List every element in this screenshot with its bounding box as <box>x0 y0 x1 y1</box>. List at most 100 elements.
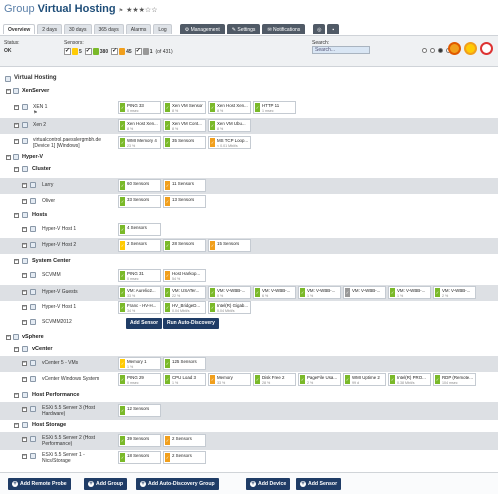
sensor-tile[interactable]: ✓ 28 Sensors <box>163 239 206 252</box>
device-name-xen1[interactable]: XEN 1 <box>33 104 48 110</box>
tab-settings[interactable]: ✎ Settings <box>226 24 261 34</box>
settings-icon[interactable]: ◎ <box>313 24 326 34</box>
sensor-tile[interactable]: ✓ VM: V-WBB-... <box>343 286 386 299</box>
sensor-tile[interactable]: ✓ 18 Sensors <box>118 451 161 464</box>
device-name-xen2[interactable]: Xen 2 <box>33 122 47 128</box>
sensor-tile[interactable]: ✓ WMI Memory 4 23 % <box>118 136 161 149</box>
search-input[interactable]: Search... <box>312 46 370 54</box>
collapse-icon[interactable]: − <box>22 319 27 325</box>
group-name-system-center[interactable]: System Center <box>32 258 71 264</box>
device-name-hvhost1[interactable]: Hyper-V Host 1 <box>42 226 77 232</box>
device-name-hvhost2[interactable]: Hyper-V Host 2 <box>42 242 77 248</box>
priority-stars[interactable]: ★★★☆☆ <box>126 7 158 14</box>
view-radio-3[interactable] <box>438 48 443 53</box>
sensor-tile[interactable]: ✓ 2 Sensors <box>118 239 161 252</box>
sensor-tile[interactable]: ✓ HTTP 11 1 msec <box>253 101 296 114</box>
group-name-hyperv[interactable]: Hyper-V <box>22 154 44 160</box>
collapse-icon[interactable]: − <box>22 376 27 382</box>
pin-icon[interactable]: ⚑ <box>118 8 124 14</box>
collapse-icon[interactable]: − <box>6 334 11 340</box>
sensor-tile[interactable]: ✓ 4 Sensors <box>118 223 161 236</box>
sensor-tile[interactable]: ✓ Intel(R) PRO... 0.38 Mbit/s <box>388 373 431 386</box>
collapse-icon[interactable]: − <box>14 258 19 264</box>
device-name-hvhost1b[interactable]: Hyper-V Host 1 <box>42 304 77 310</box>
group-name-xenserver[interactable]: XenServer <box>22 88 50 94</box>
device-name-virtualcontrol[interactable]: virtualcontrol.paesslergmbh.de <box>33 137 102 143</box>
add-sensor-button[interactable]: Add Sensor <box>126 318 163 329</box>
group-name-cluster[interactable]: Cluster <box>32 166 51 172</box>
device-name-vc5vms[interactable]: vCenter 5 - VMs <box>42 360 79 366</box>
sensor-tile[interactable]: ✓ Memory 33 % <box>208 373 251 386</box>
sensor-tile[interactable]: ✓ Xen VM Ubu... 8 % <box>208 119 251 132</box>
collapse-icon[interactable]: − <box>14 392 19 398</box>
view-radio-2[interactable] <box>430 48 435 53</box>
tab-2-days[interactable]: 2 days <box>37 24 62 34</box>
collapse-icon[interactable]: − <box>22 406 27 412</box>
sensor-tile[interactable]: ✓ 13 Sensors <box>163 195 206 208</box>
group-name-hosts[interactable]: Hosts <box>32 212 48 218</box>
sensor-tile[interactable]: ✓ 2 Sensors <box>163 451 206 464</box>
add-device-button[interactable]: + Add Device <box>246 478 291 490</box>
sensor-tile[interactable]: ✓ WMI Uptime 2 99 d <box>343 373 386 386</box>
collapse-icon[interactable]: − <box>14 122 19 128</box>
sensor-tile[interactable]: ✓ VM: V-WBB-... 2 % <box>433 286 476 299</box>
collapse-icon[interactable]: − <box>6 88 11 94</box>
tab-log[interactable]: Log <box>153 24 172 34</box>
sensor-tile[interactable]: ✓ 60 Sensors <box>118 179 161 192</box>
group-name-host-performance[interactable]: Host Performance <box>32 392 80 398</box>
device-name-larry[interactable]: Larry <box>42 182 54 188</box>
view-radio-1[interactable] <box>422 48 427 53</box>
tab-overview[interactable]: Overview <box>3 24 36 34</box>
sensor-tile[interactable]: ✓ PING 31 0 msec <box>118 269 161 282</box>
sensor-tile[interactable]: ✓ VM: V-WBB-... 6 % <box>253 286 296 299</box>
group-name-root[interactable]: Virtual Hosting <box>14 75 57 81</box>
group-name-vsphere[interactable]: vSphere <box>22 334 44 340</box>
collapse-icon[interactable]: − <box>14 104 19 110</box>
collapse-icon[interactable]: − <box>22 436 27 442</box>
sensor-tile[interactable]: ✓ Host Harkop... 54 % <box>163 269 206 282</box>
sensor-tile[interactable]: ✓ 2 Sensors <box>163 434 206 447</box>
delete-icon[interactable]: ▪ <box>327 24 340 34</box>
sensor-tile[interactable]: ✓ Xen Host Xen... 8 % <box>208 101 251 114</box>
collapse-icon[interactable]: − <box>22 242 27 248</box>
sensor-tile[interactable]: ✓ Franc - HV-H... 34 % <box>118 301 161 314</box>
tab-30-days[interactable]: 30 days <box>63 24 92 34</box>
sensor-tile[interactable]: ✓ 11 Sensors <box>163 179 206 192</box>
sensor-tile[interactable]: ✓ 15 Sensors <box>208 239 251 252</box>
collapse-icon[interactable]: − <box>22 304 27 310</box>
device-name-esxi1[interactable]: ESXi 5.5 Server 1 - <box>42 452 85 458</box>
device-name-vcwin[interactable]: vCenter Windows System <box>42 376 100 382</box>
filter-warning[interactable]: 5 <box>64 47 82 55</box>
warning-button[interactable] <box>464 42 477 55</box>
sensor-tile[interactable]: ✓ 35 Sensors <box>163 136 206 149</box>
sensor-tile[interactable]: ✓ RDP (Remote... 104 msec <box>433 373 476 386</box>
sensor-tile[interactable]: ✓ HV_BridgeD... 0.04 Mbit/s <box>163 301 206 314</box>
device-name-hvguests[interactable]: Hyper-V Guests <box>42 289 78 295</box>
collapse-icon[interactable]: − <box>6 154 11 160</box>
tab-365-days[interactable]: 365 days <box>93 24 124 34</box>
filter-up[interactable]: 380 <box>84 47 108 55</box>
sensor-tile[interactable]: ✓ VM: V-WBB-... 1 % <box>388 286 431 299</box>
add-auto-discovery-group-button[interactable]: + Add Auto-Discovery Group <box>136 478 219 490</box>
sensor-tile[interactable]: ✓ 39 Sensors <box>118 434 161 447</box>
group-name-host-storage[interactable]: Host Storage <box>32 422 67 428</box>
filter-paused[interactable]: 1 <box>134 47 152 55</box>
sensor-tile[interactable]: ✓ Intel(R) Gigab... 0.04 Mbit/s <box>208 301 251 314</box>
sensor-tile[interactable]: ✓ 12 Sensors <box>118 404 161 417</box>
sensor-tile[interactable]: ✓ VM: V-WBB-... 1 % <box>298 286 341 299</box>
device-name-esxi2[interactable]: ESXi 5.5 Server 2 (Host <box>42 435 96 441</box>
collapse-icon[interactable]: − <box>14 346 19 352</box>
sensor-tile[interactable]: ✓ Disk Free 2 28 % <box>253 373 296 386</box>
alert-button[interactable] <box>448 42 461 55</box>
filter-unusual[interactable]: 45 <box>111 47 132 55</box>
device-name-scvmm[interactable]: SCVMM <box>42 272 61 278</box>
collapse-icon[interactable]: − <box>22 289 27 295</box>
collapse-icon[interactable]: − <box>22 226 27 232</box>
sensor-tile[interactable]: ✓ VM: USATer... 22 % <box>163 286 206 299</box>
add-remote-probe-button[interactable]: + Add Remote Probe <box>8 478 71 490</box>
run-auto-discovery-button[interactable]: Run Auto-Discovery <box>163 318 219 329</box>
collapse-icon[interactable]: − <box>14 138 19 144</box>
collapse-icon[interactable]: − <box>22 453 27 459</box>
